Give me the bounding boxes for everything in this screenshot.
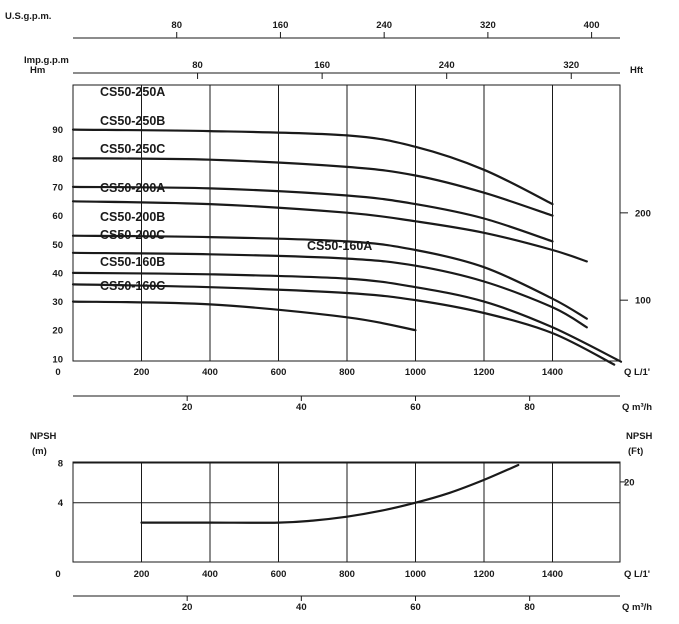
npsh-right-axis-title: NPSH [626,431,653,442]
label-cs50-160c: CS50-160C [100,279,165,293]
extra-axis-2-tick-60: 60 [410,402,421,413]
extra-axis-1-tick-320: 320 [563,60,579,71]
extra-axis-2-tick-40: 40 [296,402,307,413]
curve-cs50-200c [71,251,588,329]
label-cs50-160b: CS50-160B [100,255,165,269]
extra-axis-2-tick-20: 20 [182,402,193,413]
extra-axis-0-tick-400: 400 [584,20,600,31]
npsh-left-axis-title: NPSH [30,431,57,442]
npsh-m3h-tick-80: 80 [524,602,535,613]
extra-axis-1-tick-80: 80 [192,60,203,71]
npsh-ft-tick-label-20: 20 [624,477,635,488]
extra-axis-2-tick-80: 80 [524,402,535,413]
extra-axis-0-tick-320: 320 [480,20,496,31]
curve-cs50-160b [71,283,616,366]
npsh-right-unit: (Ft) [628,446,643,457]
head-ytick-10: 10 [52,354,63,365]
hft-tick-label-200: 200 [635,208,651,219]
head-xtick-0: 0 [55,367,60,378]
label-cs50-200b: CS50-200B [100,210,165,224]
head-ytick-50: 50 [52,240,63,251]
head-xtick-600: 600 [271,367,287,378]
npsh-m3h-tick-40: 40 [296,602,307,613]
extra-axis-1-tick-240: 240 [439,60,455,71]
npsh-xtick-1000: 1000 [405,569,426,580]
head-curves [71,128,623,366]
npsh-left-unit: (m) [32,446,47,457]
head-ytick-70: 70 [52,182,63,193]
npsh-m3h-tick-60: 60 [410,602,421,613]
head-xtick-800: 800 [339,367,355,378]
head-curves-chart: 10 20 30 40 50 60 70 80 90 0 200 400 600 800 1000 1200 1… [5,11,652,413]
extra-axis-0-tick-80: 80 [171,20,182,31]
label-cs50-200a: CS50-200A [100,181,165,195]
head-grid [72,37,628,397]
head-y-axis-title: Hm [30,65,45,76]
label-cs50-250a: CS50-250A [100,85,165,99]
npsh-xtick-200: 200 [134,569,150,580]
head-tick-labels: 10 20 30 40 50 60 70 80 90 0 200 400 600 800 1000 1200 1… [52,20,650,413]
npsh-curves [140,463,520,524]
npsh-flow-m3h-axis-title: Q m³/h [622,602,652,613]
label-cs50-200c: CS50-200C [100,228,165,242]
npsh-xtick-400: 400 [202,569,218,580]
extra-axis-0-tick-240: 240 [376,20,392,31]
curve-cs50-160a [71,271,623,363]
flow-lmin-axis-title: Q L/1' [624,367,650,378]
head-ytick-30: 30 [52,297,63,308]
npsh-curve-0 [140,463,520,524]
head-ytick-90: 90 [52,125,63,136]
head-ytick-80: 80 [52,154,63,165]
curve-cs50-250c [71,185,554,243]
curve-cs50-200a [71,200,588,263]
npsh-xtick-1200: 1200 [473,569,494,580]
head-xtick-1400: 1400 [542,367,563,378]
head-xtick-1200: 1200 [473,367,494,378]
label-cs50-250c: CS50-250C [100,142,165,156]
label-cs50-160a: CS50-160A [307,239,372,253]
npsh-ytick-4: 4 [58,498,64,509]
hft-tick-label-100: 100 [635,296,651,307]
curve-cs50-160c [71,300,417,332]
curve-cs50-200b [71,234,588,320]
label-cs50-250b: CS50-250B [100,114,165,128]
npsh-xtick-1400: 1400 [542,569,563,580]
npsh-grid [72,461,626,597]
npsh-xtick-0: 0 [55,569,60,580]
usgpm-axis-title: U.S.g.p.m. [5,11,51,22]
head-xtick-1000: 1000 [405,367,426,378]
extra-axis-0-tick-160: 160 [273,20,289,31]
npsh-ytick-8: 8 [58,458,63,469]
head-ytick-20: 20 [52,326,63,337]
head-right-axis-title: Hft [630,65,644,76]
npsh-xtick-800: 800 [339,569,355,580]
head-ytick-60: 60 [52,211,63,222]
head-ytick-40: 40 [52,268,63,279]
head-xtick-200: 200 [134,367,150,378]
npsh-flow-lmin-axis-title: Q L/1' [624,569,650,580]
curve-cs50-250b [71,157,554,217]
impgpm-axis-title: Imp.g.p.m [24,55,69,66]
npsh-xtick-600: 600 [271,569,287,580]
extra-axis-1-tick-160: 160 [314,60,330,71]
flow-m3h-axis-title: Q m³/h [622,402,652,413]
npsh-m3h-tick-20: 20 [182,602,193,613]
head-xtick-400: 400 [202,367,218,378]
curve-cs50-250a [71,128,554,206]
